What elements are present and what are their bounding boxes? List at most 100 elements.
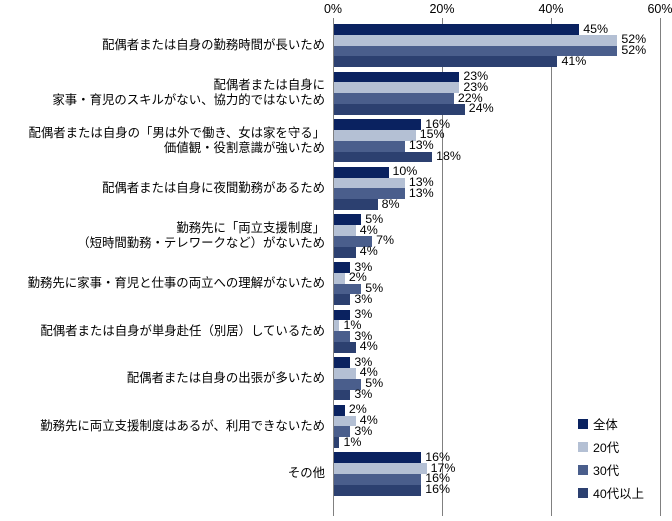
bar bbox=[334, 103, 465, 115]
bar-value-label: 45% bbox=[583, 21, 609, 36]
category-label: 配偶者または自身が単身赴任（別居）しているため bbox=[40, 323, 325, 338]
bar-value-label: 24% bbox=[468, 101, 494, 116]
bar bbox=[334, 484, 422, 496]
bar bbox=[334, 357, 351, 368]
bar-value-label: 3% bbox=[354, 307, 373, 322]
bar-value-label: 18% bbox=[436, 149, 461, 164]
bar bbox=[334, 404, 345, 416]
gridline bbox=[551, 18, 552, 516]
bar-value-label: 23% bbox=[463, 69, 489, 84]
bar bbox=[334, 452, 422, 464]
bar-value-label: 4% bbox=[359, 365, 378, 380]
bar bbox=[334, 177, 405, 189]
category-label: 配偶者または自身の出張が多いため bbox=[126, 371, 325, 386]
legend-label: 40代以上 bbox=[593, 487, 644, 501]
bar bbox=[334, 93, 454, 104]
bar-value-label: 7% bbox=[376, 233, 395, 248]
bar-value-label: 3% bbox=[354, 423, 373, 438]
legend-swatch-icon bbox=[578, 419, 588, 429]
bar bbox=[334, 415, 356, 427]
bar bbox=[334, 463, 427, 474]
bar bbox=[334, 225, 356, 236]
bar bbox=[334, 331, 351, 342]
bar bbox=[334, 341, 356, 353]
x-axis-tick-label: 60% bbox=[647, 2, 672, 16]
bar-value-label: 16% bbox=[425, 471, 450, 486]
legend-swatch-icon bbox=[578, 442, 588, 452]
bar-value-label: 15% bbox=[419, 127, 445, 142]
bar bbox=[334, 24, 580, 35]
legend-item[interactable]: 40代以上 bbox=[578, 484, 644, 502]
bar-value-label: 1% bbox=[343, 317, 362, 332]
category-label: 勤務先に両立支援制度はあるが、利用できないため bbox=[40, 418, 325, 433]
category-label: 配偶者または自身に夜間勤務があるため bbox=[101, 180, 325, 195]
bar-value-label: 52% bbox=[621, 32, 647, 47]
bar-value-label: 10% bbox=[392, 164, 418, 179]
bar bbox=[334, 473, 422, 485]
bar-value-label: 4% bbox=[359, 244, 378, 259]
chart-legend: 全体 20代 30代 40代以上 bbox=[578, 415, 644, 507]
bar bbox=[334, 367, 356, 379]
bar bbox=[334, 140, 405, 152]
bar bbox=[334, 151, 433, 163]
category-label: 配偶者または自身に 家事・育児のスキルがない、協力的ではないため bbox=[52, 78, 325, 108]
bar bbox=[334, 437, 340, 448]
legend-label: 30代 bbox=[593, 464, 620, 478]
x-axis-tick-label: 40% bbox=[538, 2, 564, 16]
bar-value-label: 41% bbox=[561, 53, 587, 68]
bar-value-label: 5% bbox=[365, 281, 384, 296]
bar-value-label: 13% bbox=[408, 175, 434, 190]
bar bbox=[334, 246, 356, 258]
bar bbox=[334, 378, 362, 390]
bar bbox=[334, 119, 422, 130]
category-label: 配偶者または自身の勤務時間が長いため bbox=[101, 38, 325, 53]
bar-value-label: 16% bbox=[425, 449, 450, 464]
bar-value-label: 22% bbox=[457, 90, 483, 105]
bar bbox=[334, 129, 416, 141]
bar-value-label: 17% bbox=[430, 460, 456, 475]
legend-item[interactable]: 30代 bbox=[578, 461, 644, 479]
bar-value-label: 16% bbox=[425, 482, 450, 497]
bar bbox=[334, 294, 351, 306]
bar bbox=[334, 214, 362, 226]
legend-item[interactable]: 20代 bbox=[578, 438, 644, 456]
bar bbox=[334, 56, 558, 68]
bar-value-label: 52% bbox=[621, 43, 647, 58]
bar bbox=[334, 320, 340, 332]
x-axis-tick-label: 0% bbox=[323, 2, 343, 16]
bar bbox=[334, 45, 618, 57]
category-label: その他 bbox=[287, 466, 325, 481]
bar bbox=[334, 389, 351, 401]
bar bbox=[334, 34, 618, 46]
bar bbox=[334, 82, 460, 94]
legend-item[interactable]: 全体 bbox=[578, 415, 644, 433]
bar bbox=[334, 199, 378, 210]
bar-value-label: 23% bbox=[463, 79, 489, 94]
bar-value-label: 4% bbox=[359, 339, 378, 354]
legend-label: 20代 bbox=[593, 441, 620, 455]
x-axis: 0% 20% 40% 60% bbox=[0, 0, 672, 18]
bar bbox=[334, 71, 460, 83]
bar-value-label: 5% bbox=[365, 376, 384, 391]
gridline bbox=[660, 18, 661, 516]
bar-value-label: 3% bbox=[354, 387, 373, 402]
bar-value-label: 3% bbox=[354, 328, 373, 343]
bar bbox=[334, 272, 345, 284]
plot-area bbox=[333, 18, 661, 516]
bar-value-label: 3% bbox=[354, 354, 373, 369]
bar-value-label: 1% bbox=[343, 434, 362, 449]
bar bbox=[334, 262, 351, 273]
bar bbox=[334, 166, 389, 178]
bar-value-label: 13% bbox=[408, 185, 434, 200]
bar-value-label: 8% bbox=[381, 196, 400, 211]
x-axis-tick-label: 20% bbox=[429, 2, 455, 16]
bar bbox=[334, 235, 373, 247]
legend-swatch-icon bbox=[578, 465, 588, 475]
category-label: 配偶者または自身の「男は外で働き、女は家を守る」 価値観・役割意識が強いため bbox=[28, 125, 325, 155]
legend-label: 全体 bbox=[593, 418, 618, 432]
bar bbox=[334, 188, 405, 200]
bar-value-label: 2% bbox=[348, 402, 367, 417]
legend-swatch-icon bbox=[578, 488, 588, 498]
bar-value-label: 3% bbox=[354, 259, 373, 274]
